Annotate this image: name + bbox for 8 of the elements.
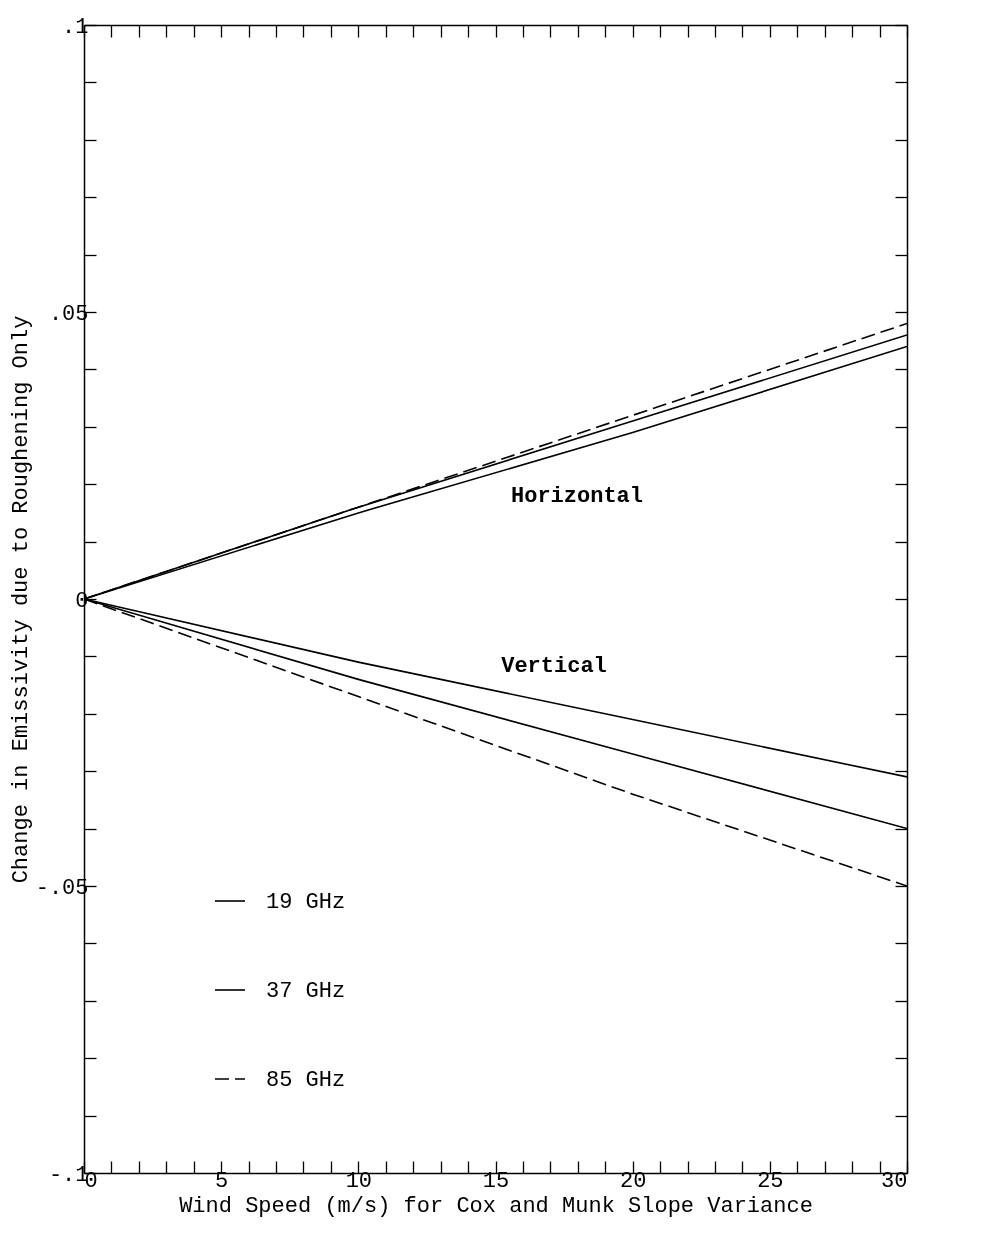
annotation: Horizontal [510,484,644,509]
y-axis-title: Change in Emissivity due to Roughening Only [8,315,34,884]
legend-label: 37 GHz [266,979,346,1004]
x-axis-title: Wind Speed (m/s) for Cox and Munk Slope Variance [179,1193,813,1219]
legend-label: 85 GHz [266,1068,346,1093]
annotation: Vertical [501,654,607,679]
y-tick-label: .1 [62,14,89,40]
legend-label: 19 GHz [266,890,346,915]
